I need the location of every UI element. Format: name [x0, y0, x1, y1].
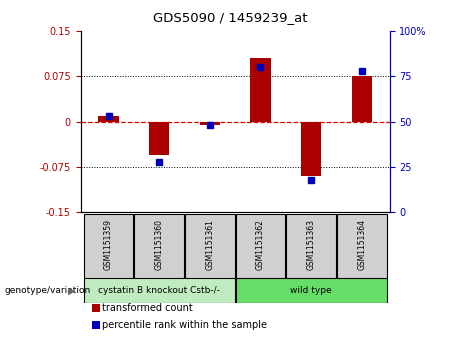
Bar: [286, 214, 336, 278]
Text: GSM1151361: GSM1151361: [205, 219, 214, 270]
Bar: [98, 115, 118, 122]
Text: wild type: wild type: [290, 286, 332, 295]
Text: cystatin B knockout Cstb-/-: cystatin B knockout Cstb-/-: [98, 286, 220, 295]
Text: percentile rank within the sample: percentile rank within the sample: [102, 319, 267, 330]
Bar: [149, 122, 169, 155]
Text: transformed count: transformed count: [102, 303, 193, 313]
Text: ▶: ▶: [68, 285, 75, 295]
Bar: [337, 214, 386, 278]
Bar: [236, 214, 285, 278]
Bar: [352, 76, 372, 122]
Text: GSM1151360: GSM1151360: [154, 219, 164, 270]
Bar: [84, 278, 235, 303]
Bar: [236, 278, 386, 303]
Bar: [200, 122, 220, 125]
Text: GSM1151359: GSM1151359: [104, 219, 113, 270]
Bar: [250, 58, 271, 122]
Bar: [185, 214, 235, 278]
Text: GSM1151364: GSM1151364: [357, 219, 366, 270]
Bar: [301, 122, 321, 176]
Text: GDS5090 / 1459239_at: GDS5090 / 1459239_at: [153, 11, 308, 24]
Text: GSM1151362: GSM1151362: [256, 219, 265, 270]
Text: GSM1151363: GSM1151363: [307, 219, 316, 270]
Text: genotype/variation: genotype/variation: [5, 286, 91, 295]
Bar: [84, 214, 133, 278]
Bar: [134, 214, 184, 278]
